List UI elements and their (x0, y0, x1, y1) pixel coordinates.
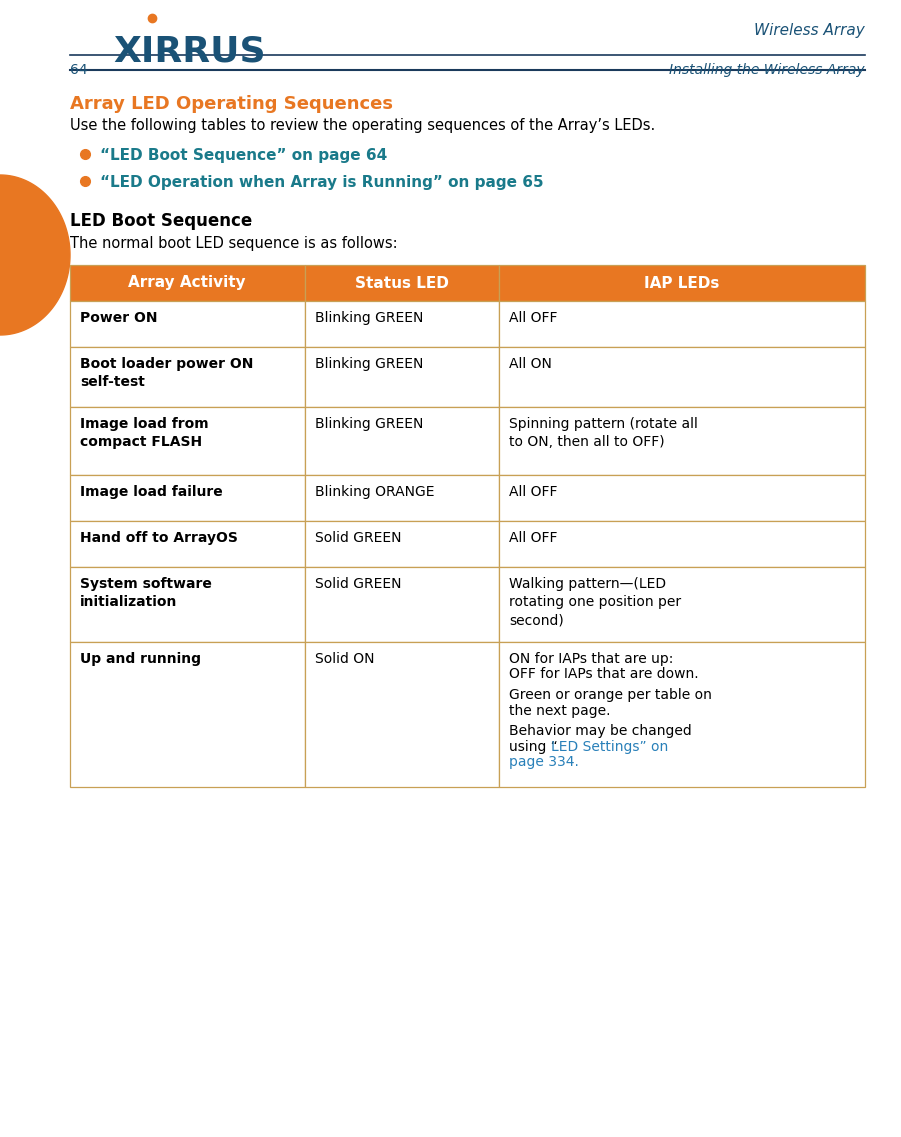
Text: Wireless Array: Wireless Array (754, 23, 865, 38)
Text: Array LED Operating Sequences: Array LED Operating Sequences (70, 96, 393, 113)
FancyBboxPatch shape (305, 475, 499, 521)
FancyBboxPatch shape (305, 265, 499, 301)
FancyBboxPatch shape (70, 265, 305, 301)
FancyBboxPatch shape (70, 642, 305, 787)
Text: Spinning pattern (rotate all
to ON, then all to OFF): Spinning pattern (rotate all to ON, then… (509, 417, 698, 449)
Polygon shape (0, 175, 70, 335)
Text: LED Settings” on: LED Settings” on (551, 739, 669, 754)
Text: Power ON: Power ON (80, 312, 158, 325)
Text: System software
initialization: System software initialization (80, 576, 212, 609)
FancyBboxPatch shape (305, 347, 499, 407)
FancyBboxPatch shape (499, 347, 865, 407)
Text: Walking pattern—(LED
rotating one position per
second): Walking pattern—(LED rotating one positi… (509, 576, 681, 628)
Text: Solid GREEN: Solid GREEN (314, 531, 401, 545)
Text: 64: 64 (70, 63, 87, 77)
Text: LED Boot Sequence: LED Boot Sequence (70, 211, 252, 230)
FancyBboxPatch shape (499, 475, 865, 521)
Text: Hand off to ArrayOS: Hand off to ArrayOS (80, 531, 238, 545)
Text: Installing the Wireless Array: Installing the Wireless Array (669, 63, 865, 77)
FancyBboxPatch shape (499, 407, 865, 475)
FancyBboxPatch shape (499, 265, 865, 301)
Text: ON for IAPs that are up:: ON for IAPs that are up: (509, 652, 674, 666)
Text: Blinking GREEN: Blinking GREEN (314, 312, 423, 325)
Text: Use the following tables to review the operating sequences of the Array’s LEDs.: Use the following tables to review the o… (70, 118, 655, 133)
Text: “LED Boot Sequence” on page 64: “LED Boot Sequence” on page 64 (100, 148, 387, 163)
FancyBboxPatch shape (499, 301, 865, 347)
Text: OFF for IAPs that are down.: OFF for IAPs that are down. (509, 667, 699, 681)
Text: All ON: All ON (509, 357, 552, 371)
FancyBboxPatch shape (70, 301, 305, 347)
FancyBboxPatch shape (499, 642, 865, 787)
FancyBboxPatch shape (70, 521, 305, 567)
Text: Boot loader power ON
self-test: Boot loader power ON self-test (80, 357, 253, 389)
FancyBboxPatch shape (499, 521, 865, 567)
Text: Green or orange per table on: Green or orange per table on (509, 688, 712, 702)
Text: IAP LEDs: IAP LEDs (644, 275, 720, 290)
Text: All OFF: All OFF (509, 531, 558, 545)
FancyBboxPatch shape (70, 347, 305, 407)
FancyBboxPatch shape (305, 567, 499, 642)
Text: The normal boot LED sequence is as follows:: The normal boot LED sequence is as follo… (70, 236, 397, 251)
FancyBboxPatch shape (305, 301, 499, 347)
Text: Status LED: Status LED (355, 275, 449, 290)
Text: Blinking ORANGE: Blinking ORANGE (314, 485, 434, 499)
Text: Array Activity: Array Activity (129, 275, 246, 290)
Text: Solid GREEN: Solid GREEN (314, 576, 401, 591)
Text: the next page.: the next page. (509, 704, 611, 717)
FancyBboxPatch shape (305, 642, 499, 787)
Text: XIRRUS: XIRRUS (114, 35, 267, 69)
Text: Blinking GREEN: Blinking GREEN (314, 417, 423, 431)
FancyBboxPatch shape (70, 475, 305, 521)
Text: using “: using “ (509, 739, 558, 754)
Text: Blinking GREEN: Blinking GREEN (314, 357, 423, 371)
Text: All OFF: All OFF (509, 485, 558, 499)
FancyBboxPatch shape (70, 567, 305, 642)
FancyBboxPatch shape (70, 407, 305, 475)
Text: Solid ON: Solid ON (314, 652, 374, 666)
Text: page 334.: page 334. (509, 755, 579, 769)
Text: Behavior may be changed: Behavior may be changed (509, 724, 692, 738)
FancyBboxPatch shape (499, 567, 865, 642)
Text: “LED Operation when Array is Running” on page 65: “LED Operation when Array is Running” on… (100, 175, 543, 190)
FancyBboxPatch shape (305, 407, 499, 475)
Text: Up and running: Up and running (80, 652, 201, 666)
Text: Image load from
compact FLASH: Image load from compact FLASH (80, 417, 209, 449)
FancyBboxPatch shape (305, 521, 499, 567)
Text: All OFF: All OFF (509, 312, 558, 325)
Text: Image load failure: Image load failure (80, 485, 223, 499)
